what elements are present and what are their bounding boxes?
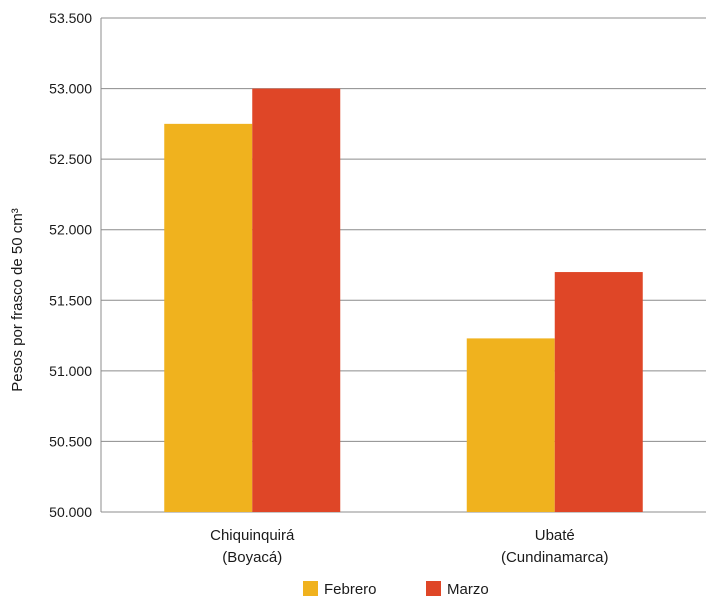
- legend-swatch-febrero: [303, 581, 318, 596]
- y-tick-label: 50.000: [49, 504, 92, 520]
- x-tick-label-sub: (Boyacá): [222, 549, 282, 566]
- y-tick-label: 53.500: [49, 10, 92, 26]
- legend-label-marzo: Marzo: [447, 581, 489, 598]
- y-tick-label: 53.000: [49, 81, 92, 97]
- y-tick-label: 51.500: [49, 292, 92, 308]
- y-axis-title: Pesos por frasco de 50 cm³: [9, 208, 26, 391]
- legend: Febrero Marzo: [303, 581, 489, 598]
- bars: [164, 88, 643, 513]
- legend-label-febrero: Febrero: [324, 581, 377, 598]
- x-tick-label: Chiquinquirá: [210, 527, 295, 544]
- y-tick-label: 52.000: [49, 222, 92, 238]
- legend-swatch-marzo: [426, 581, 441, 596]
- x-tick-labels: Chiquinquirá (Boyacá) Ubaté (Cundinamarca): [210, 527, 608, 566]
- y-tick-label: 50.500: [49, 433, 92, 449]
- y-tick-label: 51.000: [49, 363, 92, 379]
- bar-marzo-2: [554, 272, 643, 512]
- x-tick-label: Ubaté: [535, 527, 575, 544]
- y-tick-label: 52.500: [49, 151, 92, 167]
- x-tick-label-sub: (Cundinamarca): [501, 549, 609, 566]
- bar-febrero-2: [466, 338, 555, 512]
- y-tick-labels: 50.000 50.500 51.000 51.500 52.000 52.500 53.0…: [49, 10, 92, 520]
- bar-marzo-1: [252, 88, 341, 513]
- bar-febrero-1: [164, 123, 253, 512]
